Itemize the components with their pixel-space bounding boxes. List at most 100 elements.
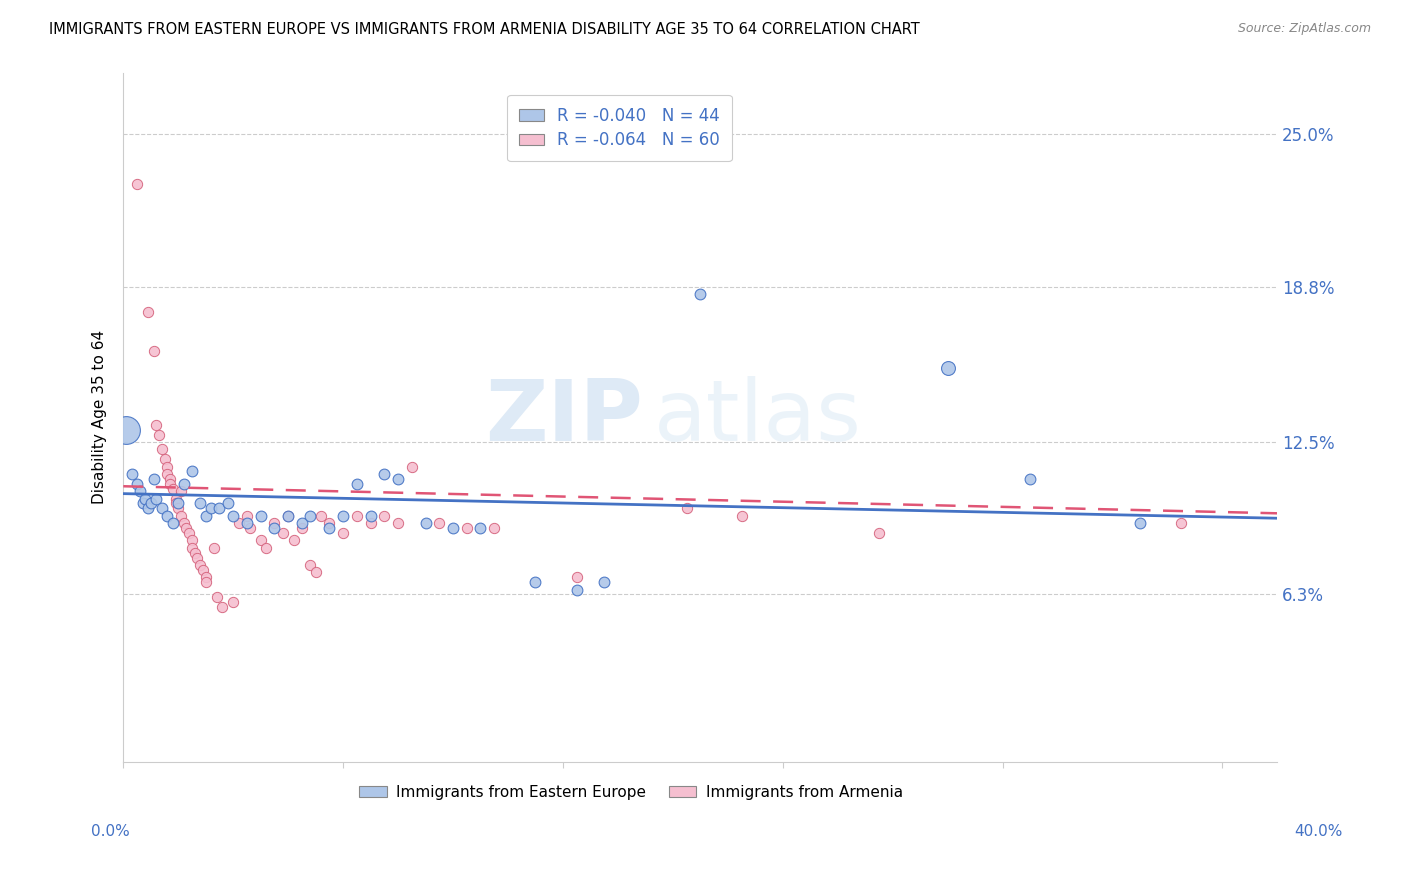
Point (208, 501, 231, 516)
Text: 40.0%: 40.0% (1295, 824, 1343, 838)
Point (150, 442, 173, 457)
Point (1170, 516, 1192, 530)
Point (150, 501, 173, 516)
Point (188, 496, 211, 510)
Point (165, 496, 187, 510)
Point (200, 501, 222, 516)
Point (128, 484, 150, 499)
Text: 0.0%: 0.0% (91, 824, 131, 838)
Point (291, 521, 314, 535)
Point (139, 496, 162, 510)
Point (148, 427, 170, 442)
Point (470, 521, 492, 535)
Point (1019, 472, 1042, 486)
Y-axis label: Disability Age 35 to 64: Disability Age 35 to 64 (93, 330, 107, 505)
Text: atlas: atlas (654, 376, 862, 458)
Point (167, 501, 190, 516)
Legend: Immigrants from Eastern Europe, Immigrants from Armenia: Immigrants from Eastern Europe, Immigran… (353, 779, 908, 805)
Point (318, 521, 340, 535)
Point (170, 484, 193, 499)
Point (299, 508, 322, 523)
Point (524, 575, 547, 590)
Point (228, 516, 250, 530)
Point (291, 516, 314, 530)
Point (191, 563, 214, 577)
Point (565, 582, 588, 597)
Point (125, 476, 148, 491)
Point (299, 558, 322, 572)
Point (332, 526, 354, 541)
Point (222, 595, 245, 609)
Point (387, 472, 409, 486)
Point (868, 526, 890, 541)
Point (176, 521, 198, 535)
Point (194, 508, 217, 523)
Point (1129, 516, 1152, 530)
Point (415, 516, 437, 530)
Point (156, 508, 179, 523)
Point (173, 476, 195, 491)
Point (188, 558, 211, 572)
Point (165, 491, 187, 506)
Point (202, 541, 225, 555)
Point (360, 516, 382, 530)
Point (181, 533, 204, 548)
Point (159, 472, 181, 486)
Point (332, 508, 354, 523)
Point (484, 521, 506, 535)
Point (936, 361, 959, 376)
Point (730, 508, 752, 523)
Point (131, 496, 153, 510)
Point (283, 533, 305, 548)
Point (136, 501, 159, 516)
Point (401, 459, 423, 474)
Point (277, 508, 299, 523)
Point (186, 550, 208, 565)
Point (153, 452, 176, 467)
Point (211, 599, 233, 614)
Point (125, 177, 148, 191)
Point (263, 516, 285, 530)
Point (249, 508, 271, 523)
Point (194, 575, 217, 590)
Point (121, 467, 143, 481)
Point (159, 476, 181, 491)
Point (184, 546, 207, 560)
Point (689, 287, 711, 301)
Point (565, 570, 588, 584)
Point (271, 526, 294, 541)
Point (318, 516, 340, 530)
Point (346, 476, 368, 491)
Point (373, 467, 395, 481)
Point (167, 496, 190, 510)
Point (181, 465, 204, 479)
Point (236, 508, 259, 523)
Point (239, 521, 262, 535)
Text: ZIP: ZIP (485, 376, 643, 458)
Point (593, 575, 616, 590)
Point (142, 472, 165, 486)
Point (181, 541, 204, 555)
Point (360, 508, 382, 523)
Point (236, 516, 259, 530)
Point (441, 521, 464, 535)
Point (194, 570, 217, 584)
Point (173, 516, 195, 530)
Point (136, 304, 159, 318)
Point (142, 343, 165, 358)
Point (205, 590, 228, 604)
Point (675, 501, 697, 516)
Point (427, 516, 450, 530)
Point (156, 467, 179, 481)
Point (346, 508, 368, 523)
Point (304, 566, 326, 580)
Point (277, 508, 299, 523)
Point (162, 482, 184, 496)
Point (145, 491, 167, 506)
Point (170, 508, 193, 523)
Text: Source: ZipAtlas.com: Source: ZipAtlas.com (1237, 22, 1371, 36)
Point (249, 533, 271, 548)
Point (115, 423, 138, 437)
Point (387, 516, 409, 530)
Point (134, 491, 156, 506)
